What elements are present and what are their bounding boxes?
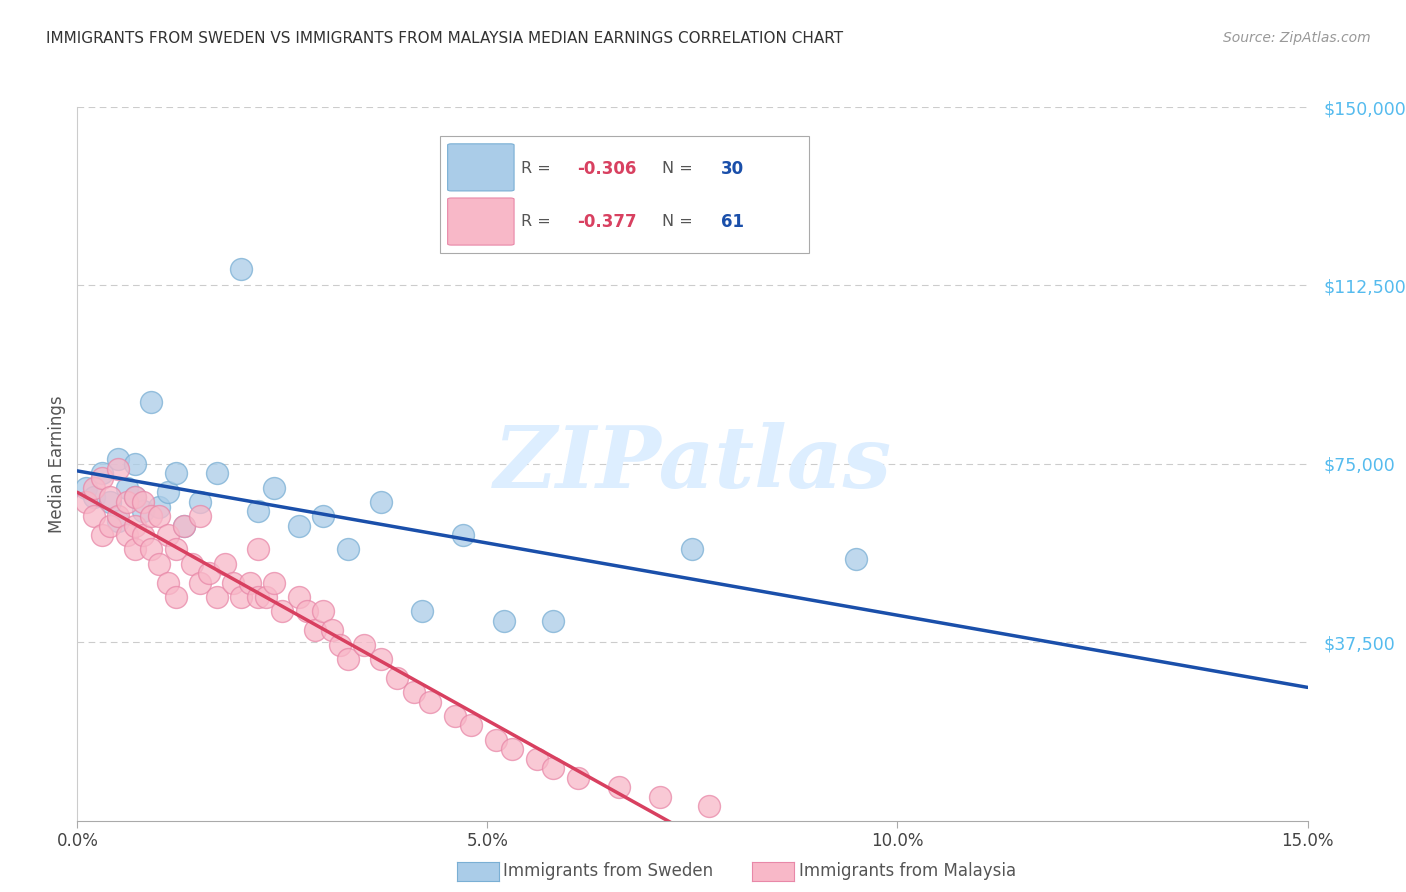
Point [165, 590, 187, 604]
Point [254, 590, 277, 604]
Point [173, 518, 195, 533]
Point [148, 557, 170, 571]
Point [75, 495, 97, 509]
Point [288, 590, 311, 604]
Point [141, 509, 163, 524]
Point [115, 481, 138, 495]
Point [90, 471, 114, 485]
Point [419, 695, 441, 709]
Point [263, 481, 285, 495]
Point [188, 575, 212, 590]
Point [197, 566, 219, 581]
Text: Immigrants from Malaysia: Immigrants from Malaysia [799, 863, 1015, 880]
Point [214, 557, 236, 571]
Point [239, 575, 262, 590]
Point [124, 457, 146, 471]
Point [370, 652, 392, 666]
Point [107, 452, 129, 467]
Point [246, 504, 269, 518]
Point [312, 604, 335, 618]
Point [98, 518, 121, 533]
Point [156, 485, 179, 500]
Point [124, 490, 146, 504]
Point [682, 542, 704, 557]
Point [156, 528, 179, 542]
Point [173, 518, 195, 533]
Point [460, 718, 482, 732]
Text: Source: ZipAtlas.com: Source: ZipAtlas.com [1223, 31, 1371, 45]
Text: Immigrants from Sweden: Immigrants from Sweden [503, 863, 713, 880]
Point [222, 575, 245, 590]
Y-axis label: Median Earnings: Median Earnings [48, 395, 66, 533]
Point [181, 557, 204, 571]
Point [132, 528, 155, 542]
Point [148, 500, 170, 514]
Point [124, 518, 146, 533]
Point [231, 261, 253, 276]
Point [443, 709, 465, 723]
Point [329, 638, 352, 652]
Point [353, 638, 375, 652]
Point [165, 542, 187, 557]
Point [304, 624, 326, 638]
Point [124, 490, 146, 504]
Point [124, 542, 146, 557]
Point [148, 509, 170, 524]
Point [845, 552, 868, 566]
Point [697, 799, 720, 814]
Point [370, 495, 392, 509]
Point [385, 671, 409, 685]
Point [492, 614, 515, 628]
Point [188, 495, 212, 509]
Point [115, 528, 138, 542]
Point [141, 395, 163, 409]
Point [295, 604, 318, 618]
Point [98, 495, 121, 509]
Text: ZIPatlas: ZIPatlas [494, 422, 891, 506]
Point [132, 495, 155, 509]
Point [156, 575, 179, 590]
Point [312, 509, 335, 524]
Point [132, 504, 155, 518]
Point [288, 518, 311, 533]
Point [411, 604, 433, 618]
Point [263, 575, 285, 590]
Point [83, 490, 105, 504]
Point [402, 685, 425, 699]
Point [607, 780, 630, 795]
Point [90, 528, 114, 542]
Point [107, 514, 129, 528]
Point [165, 467, 187, 481]
Text: IMMIGRANTS FROM SWEDEN VS IMMIGRANTS FROM MALAYSIA MEDIAN EARNINGS CORRELATION C: IMMIGRANTS FROM SWEDEN VS IMMIGRANTS FRO… [46, 31, 844, 46]
Point [188, 509, 212, 524]
Point [501, 742, 523, 756]
Point [107, 509, 129, 524]
Point [271, 604, 294, 618]
Point [337, 542, 360, 557]
Point [205, 467, 228, 481]
Point [90, 467, 114, 481]
Point [98, 490, 121, 504]
Point [541, 614, 564, 628]
Point [541, 761, 564, 775]
Point [321, 624, 343, 638]
Point [83, 481, 105, 495]
Point [567, 771, 589, 785]
Point [141, 542, 163, 557]
Point [451, 528, 474, 542]
Point [115, 495, 138, 509]
Point [526, 752, 548, 766]
Point [246, 542, 269, 557]
Point [107, 461, 129, 475]
Point [337, 652, 360, 666]
Point [83, 509, 105, 524]
Point [484, 732, 508, 747]
Point [648, 789, 671, 804]
Point [75, 481, 97, 495]
Point [205, 590, 228, 604]
Point [246, 590, 269, 604]
Point [231, 590, 253, 604]
